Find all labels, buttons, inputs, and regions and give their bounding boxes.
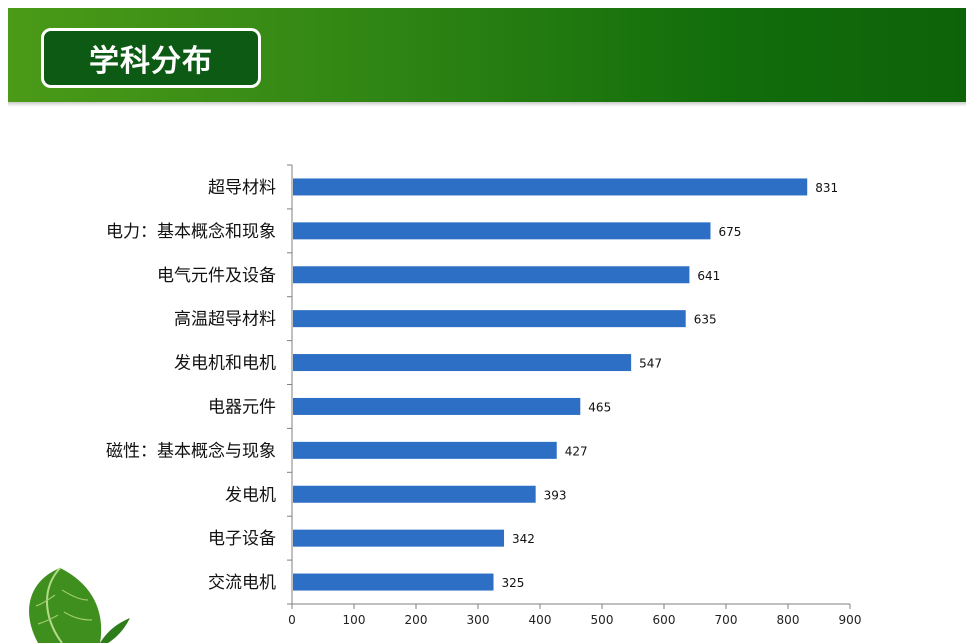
bar <box>293 266 690 284</box>
category-label: 高温超导材料 <box>174 310 276 330</box>
category-label: 发电机 <box>225 485 276 505</box>
category-label: 电气元件及设备 <box>157 266 276 286</box>
bar <box>293 354 632 372</box>
value-label: 831 <box>815 181 838 195</box>
category-label: 磁性：基本概念与现象 <box>106 440 276 461</box>
x-tick-label: 100 <box>343 613 366 627</box>
x-tick-label: 300 <box>467 613 490 627</box>
x-tick-label: 800 <box>777 613 800 627</box>
value-label: 547 <box>639 357 662 371</box>
value-label: 635 <box>694 313 717 327</box>
bar <box>293 573 494 591</box>
x-tick-label: 200 <box>405 613 428 627</box>
bar <box>293 178 808 196</box>
value-label: 342 <box>512 532 535 546</box>
category-label: 电子设备 <box>208 529 276 549</box>
category-label: 超导材料 <box>208 178 276 198</box>
category-label: 交流电机 <box>208 573 276 593</box>
x-tick-label: 500 <box>591 613 614 627</box>
bar <box>293 222 711 240</box>
value-label: 465 <box>588 400 611 414</box>
bar <box>293 310 686 328</box>
bar <box>293 441 557 459</box>
leaf-decoration-icon <box>29 567 130 643</box>
category-label: 发电机和电机 <box>174 354 276 374</box>
value-label: 427 <box>565 444 588 458</box>
x-tick-label: 600 <box>653 613 676 627</box>
bar <box>293 397 581 415</box>
category-label: 电器元件 <box>208 397 276 417</box>
value-label: 393 <box>544 488 567 502</box>
x-tick-label: 400 <box>529 613 552 627</box>
header-shadow <box>8 102 966 107</box>
page-title: 学科分布 <box>89 44 213 79</box>
bar <box>293 485 536 503</box>
value-label: 641 <box>697 269 720 283</box>
value-label: 325 <box>502 576 525 590</box>
x-tick-label: 700 <box>715 613 738 627</box>
title-box: 学科分布 <box>41 28 261 88</box>
bar <box>293 529 505 547</box>
value-label: 675 <box>719 225 742 239</box>
category-label: 电力：基本概念和现象 <box>106 221 276 242</box>
x-tick-label: 0 <box>288 613 296 627</box>
x-tick-label: 900 <box>839 613 862 627</box>
